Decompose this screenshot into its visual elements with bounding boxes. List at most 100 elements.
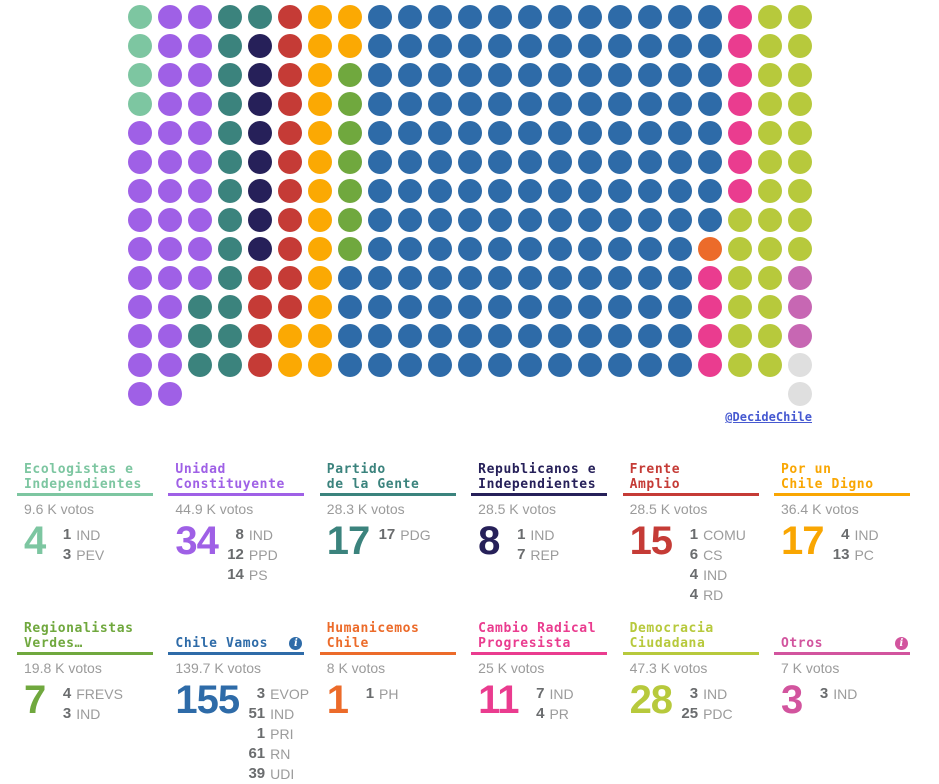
seat-dot[interactable] — [308, 266, 332, 290]
seat-dot[interactable] — [548, 121, 572, 145]
seat-dot[interactable] — [308, 63, 332, 87]
seat-dot[interactable] — [308, 353, 332, 377]
seat-dot[interactable] — [188, 121, 212, 145]
seat-dot[interactable] — [248, 179, 272, 203]
seat-dot[interactable] — [218, 5, 242, 29]
seat-dot[interactable] — [368, 208, 392, 232]
seat-dot[interactable] — [638, 34, 662, 58]
seat-dot[interactable] — [428, 150, 452, 174]
seat-dot[interactable] — [368, 324, 392, 348]
seat-dot[interactable] — [518, 34, 542, 58]
seat-dot[interactable] — [308, 324, 332, 348]
seat-dot[interactable] — [278, 121, 302, 145]
seat-dot[interactable] — [668, 237, 692, 261]
seat-dot[interactable] — [638, 266, 662, 290]
seat-dot[interactable] — [398, 324, 422, 348]
seat-dot[interactable] — [788, 324, 812, 348]
seat-dot[interactable] — [518, 208, 542, 232]
seat-dot[interactable] — [128, 92, 152, 116]
seat-dot[interactable] — [338, 266, 362, 290]
seat-dot[interactable] — [218, 179, 242, 203]
seat-dot[interactable] — [608, 121, 632, 145]
seat-dot[interactable] — [488, 237, 512, 261]
seat-dot[interactable] — [668, 150, 692, 174]
seat-dot[interactable] — [788, 63, 812, 87]
seat-dot[interactable] — [548, 34, 572, 58]
seat-dot[interactable] — [668, 92, 692, 116]
seat-dot[interactable] — [278, 266, 302, 290]
seat-dot[interactable] — [248, 34, 272, 58]
seat-dot[interactable] — [698, 295, 722, 319]
seat-dot[interactable] — [578, 5, 602, 29]
seat-dot[interactable] — [188, 208, 212, 232]
seat-dot[interactable] — [458, 353, 482, 377]
seat-dot[interactable] — [128, 237, 152, 261]
seat-dot[interactable] — [458, 237, 482, 261]
seat-dot[interactable] — [428, 353, 452, 377]
seat-dot[interactable] — [488, 92, 512, 116]
seat-dot[interactable] — [488, 121, 512, 145]
seat-dot[interactable] — [788, 150, 812, 174]
seat-dot[interactable] — [788, 382, 812, 406]
seat-dot[interactable] — [428, 34, 452, 58]
seat-dot[interactable] — [428, 295, 452, 319]
seat-dot[interactable] — [458, 295, 482, 319]
seat-dot[interactable] — [218, 266, 242, 290]
seat-dot[interactable] — [698, 324, 722, 348]
seat-dot[interactable] — [398, 295, 422, 319]
seat-dot[interactable] — [338, 5, 362, 29]
seat-dot[interactable] — [518, 179, 542, 203]
seat-dot[interactable] — [338, 92, 362, 116]
seat-dot[interactable] — [278, 63, 302, 87]
seat-dot[interactable] — [428, 266, 452, 290]
seat-dot[interactable] — [758, 179, 782, 203]
seat-dot[interactable] — [128, 150, 152, 174]
seat-dot[interactable] — [698, 237, 722, 261]
seat-dot[interactable] — [308, 121, 332, 145]
seat-dot[interactable] — [218, 63, 242, 87]
seat-dot[interactable] — [338, 179, 362, 203]
seat-dot[interactable] — [188, 324, 212, 348]
seat-dot[interactable] — [638, 150, 662, 174]
seat-dot[interactable] — [578, 92, 602, 116]
seat-dot[interactable] — [788, 295, 812, 319]
seat-dot[interactable] — [308, 5, 332, 29]
seat-dot[interactable] — [128, 324, 152, 348]
seat-dot[interactable] — [278, 295, 302, 319]
seat-dot[interactable] — [248, 150, 272, 174]
seat-dot[interactable] — [758, 150, 782, 174]
seat-dot[interactable] — [608, 34, 632, 58]
seat-dot[interactable] — [278, 179, 302, 203]
seat-dot[interactable] — [788, 121, 812, 145]
seat-dot[interactable] — [308, 237, 332, 261]
seat-dot[interactable] — [458, 34, 482, 58]
seat-dot[interactable] — [278, 208, 302, 232]
seat-dot[interactable] — [368, 150, 392, 174]
seat-dot[interactable] — [608, 295, 632, 319]
seat-dot[interactable] — [758, 63, 782, 87]
seat-dot[interactable] — [158, 295, 182, 319]
seat-dot[interactable] — [758, 92, 782, 116]
seat-dot[interactable] — [158, 179, 182, 203]
seat-dot[interactable] — [458, 266, 482, 290]
seat-dot[interactable] — [638, 179, 662, 203]
seat-dot[interactable] — [698, 5, 722, 29]
seat-dot[interactable] — [458, 92, 482, 116]
seat-dot[interactable] — [698, 34, 722, 58]
seat-dot[interactable] — [428, 121, 452, 145]
seat-dot[interactable] — [608, 92, 632, 116]
seat-dot[interactable] — [218, 295, 242, 319]
seat-dot[interactable] — [728, 121, 752, 145]
seat-dot[interactable] — [158, 208, 182, 232]
seat-dot[interactable] — [278, 324, 302, 348]
seat-dot[interactable] — [398, 237, 422, 261]
seat-dot[interactable] — [278, 237, 302, 261]
seat-dot[interactable] — [638, 237, 662, 261]
seat-dot[interactable] — [218, 353, 242, 377]
seat-dot[interactable] — [458, 324, 482, 348]
seat-dot[interactable] — [338, 237, 362, 261]
seat-dot[interactable] — [728, 266, 752, 290]
seat-dot[interactable] — [188, 353, 212, 377]
seat-dot[interactable] — [338, 150, 362, 174]
seat-dot[interactable] — [428, 179, 452, 203]
